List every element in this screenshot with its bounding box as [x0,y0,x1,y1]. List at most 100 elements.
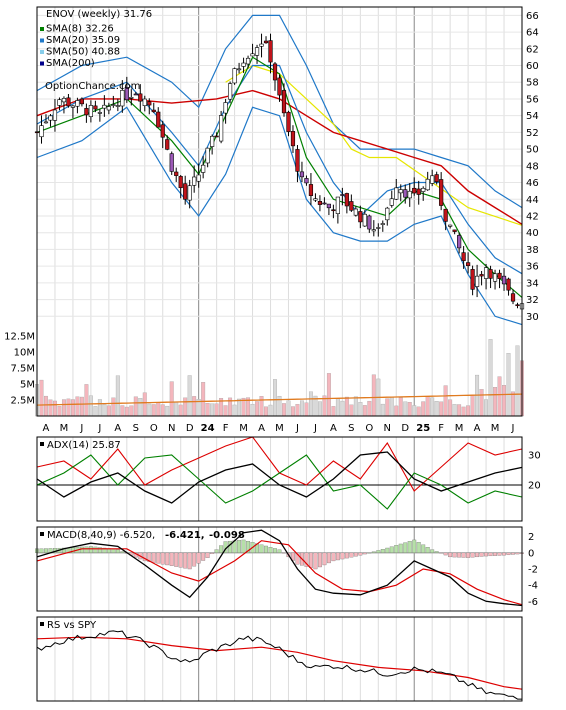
candle-body [403,189,408,198]
volume-bar [264,406,268,417]
macd-histogram-bar [506,552,511,556]
candle-body [160,124,165,138]
volume-bar [304,402,309,417]
candle-body [169,153,174,172]
macd-histogram-bar [84,546,89,553]
volume-bar [367,400,372,417]
volume-bar [448,399,453,417]
y-tick-label: 50 [526,145,539,156]
macd-histogram-bar [111,548,116,553]
x-tick-label: M [239,423,248,434]
volume-bar [115,375,120,417]
volume-bar [120,405,125,417]
x-tick-label: 25 [416,423,430,434]
volume-bar [282,403,286,417]
candle-body [250,53,255,57]
volume-bar [470,395,475,417]
panel-frame [36,6,523,417]
volume-bar [250,403,255,417]
macd-histogram-bar [362,552,367,555]
volume-bar [133,396,138,417]
panel-frame [36,526,523,612]
candle-body [223,102,228,114]
candle-body [75,100,80,107]
macd-histogram-bar [97,547,102,553]
candle-body [88,105,93,117]
macd-histogram-bar [407,541,412,553]
macd-line [36,529,523,607]
legend-entry: SMA(8) 32.26 [46,24,114,35]
macd-histogram-bar [304,552,309,567]
candle-body [165,139,170,150]
volume-bar [165,405,170,417]
x-tick-label: J [79,423,83,434]
volume-bar [88,395,93,417]
volume-bar [210,403,215,417]
macd-histogram-bar [430,549,435,553]
macd-histogram-bar [484,552,489,557]
macd-histogram-bar [367,552,372,554]
volume-bar [138,398,143,417]
macd-histogram-bar [39,548,44,553]
macd-histogram-bar [44,548,48,553]
volume-bar [407,402,412,417]
volume-bar [349,404,354,417]
candle-body [380,223,385,225]
candle-body [474,275,480,287]
bollinger-upper-line [36,14,523,209]
x-tick-label: M [455,423,464,434]
y-tick-label: 54 [526,111,539,122]
volume-bar [412,405,417,417]
volume-bar [44,395,48,417]
x-tick-label: J [313,423,317,434]
rs-legend-swatch [40,622,44,626]
volume-bar [466,405,471,417]
candle-body [241,62,246,67]
x-tick-label: A [258,423,265,434]
x-tick-label: S [348,423,354,434]
volume-bar [340,400,345,417]
volume-bar [106,405,111,417]
volume-tick-label: 10M [14,348,35,359]
candle-body [236,68,242,71]
candle-body [286,111,291,132]
macd-histogram-bar [102,547,107,553]
volume-bar [39,379,44,417]
macd-histogram-bar [398,543,403,553]
macd-tick-label: 2 [528,532,534,543]
candle-body [187,185,192,201]
candle-body [434,174,439,183]
y-tick-label: 66 [526,11,539,22]
volume-bar [174,401,179,417]
volume-bar [358,402,363,417]
macd-histogram-bar [313,552,318,570]
macd-histogram-bar [201,552,206,561]
candle-body [124,87,129,101]
panel-frame [36,436,523,522]
candle-body [376,227,381,229]
candle-body [344,193,349,207]
adx-tick-label: 20 [528,481,541,492]
y-tick-label: 58 [526,78,539,89]
candle-body [129,97,134,99]
y-tick-label: 40 [526,228,539,239]
volume-bar [183,397,188,417]
macd-histogram-bar [259,544,264,553]
volume-bar [273,379,277,417]
macd-histogram-bar [151,552,156,563]
macd-legend-entry: MACD(8,40,9) -6.520, [47,530,155,541]
candle-body [371,229,376,232]
macd-histogram-bar [273,548,277,553]
macd-histogram-bar [264,545,268,553]
macd-histogram-bar [335,552,340,561]
candle-body [79,98,85,105]
candle-body [192,176,197,186]
volume-bar [79,396,84,417]
volume-bar [142,392,147,417]
candle-body [349,201,354,211]
macd-histogram-bar [120,551,125,553]
adx-line [36,451,523,504]
candle-body [457,235,462,249]
